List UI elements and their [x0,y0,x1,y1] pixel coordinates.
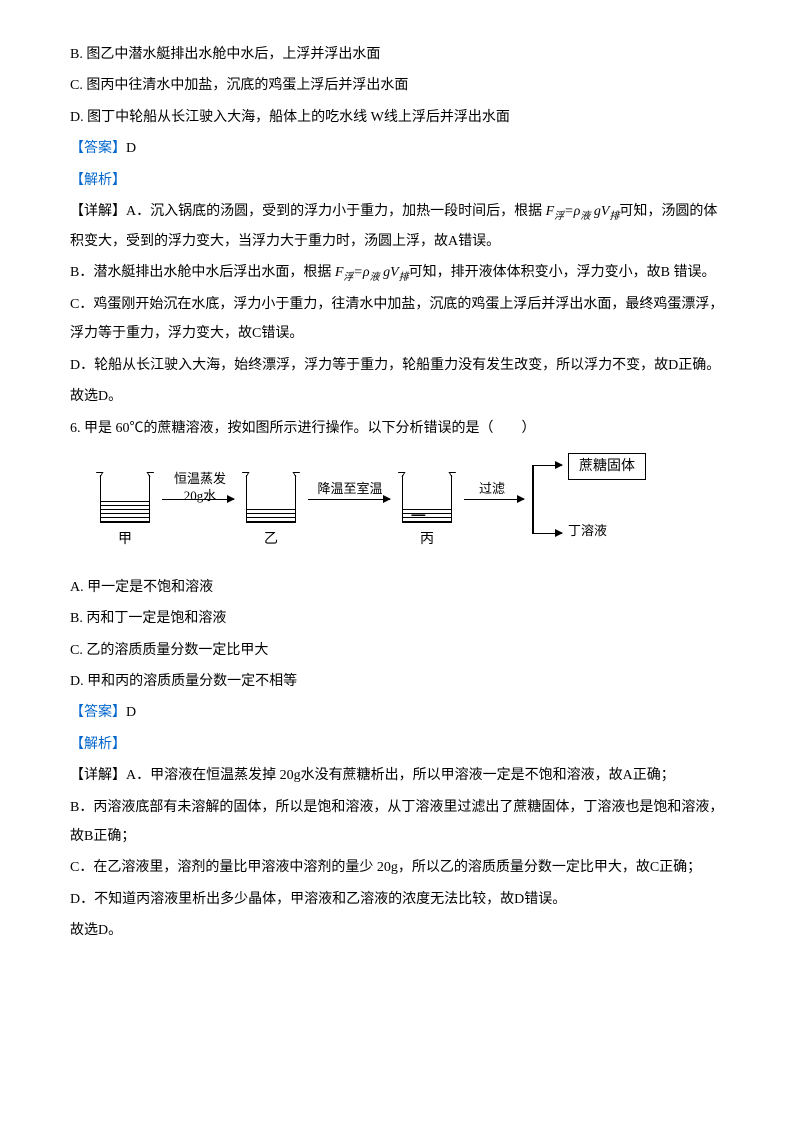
q5-detail-b: B．潜水艇排出水舱中水后浮出水面，根据 F浮=ρ液 gV排可知，排开液体体积变小… [70,258,724,288]
arrow-to-solid [532,465,562,467]
text: 可知，排开液体体积变小，浮力变小，故B 错误。 [409,265,716,280]
text: A．沉入锅底的汤圆，受到的浮力小于重力，加热一段时间后，根据 [126,204,546,219]
q5-answer: 【答案】D [70,134,724,163]
arrow-1-label: 恒温蒸发 20g水 [160,471,240,505]
q5-option-b: B. 图乙中潜水艇排出水舱中水后，上浮并浮出水面 [70,40,724,69]
formula: F浮=ρ液 gV排 [335,265,409,280]
label-ding: 丁溶液 [568,523,628,540]
arrow-2-label: 降温至室温 [304,481,396,498]
split-line-v [532,465,534,533]
q6-analysis-label: 【解析】 [70,730,724,759]
q6-option-d: D. 甲和丙的溶质质量分数一定不相等 [70,667,724,696]
box-solid: 蔗糖固体 [568,453,646,481]
answer-label: 【答案】 [70,705,126,720]
answer-value: D [126,705,136,720]
text: B．潜水艇排出水舱中水后浮出水面，根据 [70,265,335,280]
beaker-jia [100,475,150,523]
text: A．甲溶液在恒温蒸发掉 20g水没有蔗糖析出，所以甲溶液一定是不饱和溶液，故A正… [126,768,675,783]
q5-detail-c: C．鸡蛋刚开始沉在水底，浮力小于重力，往清水中加盐，沉底的鸡蛋上浮后并浮出水面，… [70,290,724,349]
label-jia: 甲 [100,525,150,554]
q5-final: 故选D。 [70,382,724,411]
answer-value: D [126,141,136,156]
q6-option-b: B. 丙和丁一定是饱和溶液 [70,604,724,633]
q5-option-d: D. 图丁中轮船从长江驶入大海，船体上的吃水线 W线上浮后并浮出水面 [70,103,724,132]
q5-analysis-label: 【解析】 [70,166,724,195]
arrow-to-ding [532,533,562,535]
q6-detail-d: D．不知道丙溶液里析出多少晶体，甲溶液和乙溶液的浓度无法比较，故D错误。 [70,885,724,914]
q5-option-c: C. 图丙中往清水中加盐，沉底的鸡蛋上浮后并浮出水面 [70,71,724,100]
q6-answer: 【答案】D [70,698,724,727]
process-diagram: 甲 恒温蒸发 20g水 乙 降温至室温 ▪▪▪▪▪▪▪▪▪▪▪▪ 丙 过滤 蔗糖… [100,453,660,563]
arrow-1-label-l2: 20g水 [184,488,217,503]
arrow-2 [308,499,390,501]
beaker-solids: ▪▪▪▪▪▪▪▪▪▪▪▪ [411,514,443,522]
q5-detail-d: D．轮船从长江驶入大海，始终漂浮，浮力等于重力，轮船重力没有发生改变，所以浮力不… [70,351,724,380]
beaker-yi [246,475,296,523]
q6-detail-b: B．丙溶液底部有未溶解的固体，所以是饱和溶液，从丁溶液里过滤出了蔗糖固体，丁溶液… [70,793,724,852]
q6-detail-a: 【详解】A．甲溶液在恒温蒸发掉 20g水没有蔗糖析出，所以甲溶液一定是不饱和溶液… [70,761,724,790]
answer-label: 【答案】 [70,141,126,156]
q5-detail-a: 【详解】A．沉入锅底的汤圆，受到的浮力小于重力，加热一段时间后，根据 F浮=ρ液… [70,197,724,256]
q6-option-c: C. 乙的溶质质量分数一定比甲大 [70,636,724,665]
q6-detail-c: C．在乙溶液里，溶剂的量比甲溶液中溶剂的量少 20g，所以乙的溶质质量分数一定比… [70,853,724,882]
label-yi: 乙 [246,525,296,554]
q6-final: 故选D。 [70,916,724,945]
label-bing: 丙 [402,525,452,554]
formula: F浮=ρ液 gV排 [546,204,620,219]
arrow-3 [464,499,524,501]
beaker-bing: ▪▪▪▪▪▪▪▪▪▪▪▪ [402,475,452,523]
detail-label: 【详解】 [70,204,126,219]
arrow-3-label: 过滤 [470,481,514,498]
q6-option-a: A. 甲一定是不饱和溶液 [70,573,724,602]
detail-label: 【详解】 [70,768,126,783]
arrow-1-label-l1: 恒温蒸发 [174,471,226,486]
q6-stem: 6. 甲是 60℃的蔗糖溶液，按如图所示进行操作。以下分析错误的是（ ） [70,414,724,443]
